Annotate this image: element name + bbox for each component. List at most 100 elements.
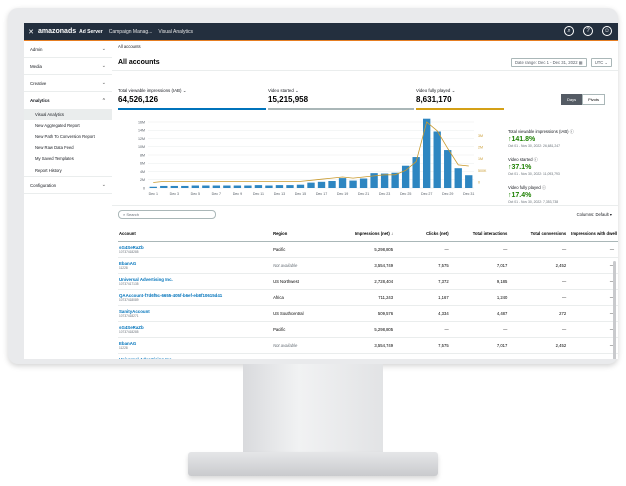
info-icon[interactable]: ⓘ	[541, 185, 547, 190]
breadcrumb[interactable]: All accounts	[118, 44, 141, 49]
bar[interactable]	[212, 185, 221, 188]
col-conversions[interactable]: Total conversions	[511, 225, 571, 242]
toggle-pivots[interactable]: Pivots	[582, 94, 606, 105]
sidebar-sub-aggregated-report[interactable]: New Aggregated Report	[35, 123, 80, 128]
help-icon[interactable]: ?	[583, 26, 593, 36]
col-region[interactable]: Region	[272, 225, 331, 242]
bar[interactable]	[244, 185, 252, 188]
nav-crumb-campaign[interactable]: Campaign Manag...	[108, 28, 153, 35]
sidebar-item-analytics[interactable]: Analytics ⌃	[24, 92, 112, 109]
bar[interactable]	[233, 185, 242, 188]
bar[interactable]	[223, 185, 231, 188]
col-interactions[interactable]: Total interactions	[452, 225, 512, 242]
bar[interactable]	[401, 165, 410, 188]
toggle-days[interactable]: Days	[561, 94, 583, 105]
col-clicks[interactable]: Clicks (net)	[397, 225, 453, 242]
stat-video-fully-played: Video fully played ⓘ ↑17.4% Oct 01 - Nov…	[508, 185, 618, 204]
cell-interactions: —	[452, 241, 512, 258]
bar[interactable]	[160, 185, 168, 188]
account-link[interactable]: sG4SeRaZb	[119, 245, 144, 250]
x-tick-label: Dec 15	[295, 192, 306, 196]
account-link[interactable]: QAAccount-f7d6f5c-6655-405f-b6ef-eb8f106…	[119, 293, 223, 298]
table-row[interactable]: sG4SeRaZb 10737418285 Pacific 5,298,805— — — —	[118, 321, 618, 338]
account-link[interactable]: sG4SeRaZb	[119, 325, 144, 330]
cell-clicks: 7,575	[397, 337, 453, 354]
cell-impressions: 5,298,805	[330, 241, 398, 258]
bar[interactable]	[265, 185, 273, 188]
bar[interactable]	[181, 185, 189, 188]
bar[interactable]	[296, 184, 305, 188]
account-link[interactable]: EbanAG	[119, 261, 137, 266]
search-icon[interactable]: ⌕	[564, 26, 574, 36]
sidebar-item-media[interactable]: Media ⌄	[24, 58, 112, 75]
table-row[interactable]: QAAccount-f7d6f5c-6655-405f-b6ef-eb8f106…	[118, 289, 618, 306]
bar[interactable]	[380, 173, 389, 188]
sidebar-sub-report-history[interactable]: Report History	[24, 164, 112, 177]
bar[interactable]	[465, 175, 473, 188]
sidebar-sub-visual-analytics[interactable]: Visual Analytics	[24, 109, 112, 120]
bar[interactable]	[317, 181, 326, 188]
account-id: 10737417135	[119, 282, 139, 286]
bar[interactable]	[370, 173, 378, 188]
account-link[interactable]: EbanAG	[119, 341, 137, 346]
table-row[interactable]: EbanAG 11228 Not available 3,554,749 7,575 7,…	[118, 337, 618, 354]
bar[interactable]	[391, 172, 399, 188]
stat-pct: 17.4%	[511, 192, 532, 199]
sidebar-sub-raw-data-feed[interactable]: New Raw Data Feed	[35, 145, 74, 150]
scrollbar[interactable]	[613, 261, 616, 359]
bar[interactable]	[433, 131, 441, 188]
bar[interactable]	[412, 157, 420, 188]
table-row[interactable]: EbanAG 11228 Not available 3,554,749 7,575 7,…	[118, 257, 618, 274]
sidebar-item-creative[interactable]: Creative ⌄	[24, 75, 112, 92]
col-account[interactable]: Account	[118, 225, 273, 242]
cell-impressions: 5,298,805	[330, 321, 398, 338]
arrow-up-icon: ↑	[508, 192, 512, 199]
bar[interactable]	[254, 185, 263, 188]
sidebar-item-admin[interactable]: Admin ⌄	[24, 41, 112, 58]
info-icon[interactable]: ⓘ	[569, 129, 574, 134]
metric-tab-impressions[interactable]: Total viewable impressions (IAB) ⌄ 64,52…	[118, 88, 268, 110]
date-range-picker[interactable]: Date range: Dec 1 - Dec 31, 2022 ▦	[510, 57, 587, 67]
bar[interactable]	[286, 185, 294, 188]
bar[interactable]	[328, 180, 336, 188]
timezone-select[interactable]: UTC ⌄	[590, 57, 612, 67]
bar[interactable]	[349, 180, 357, 188]
bar[interactable]	[422, 118, 431, 188]
table-row[interactable]: sG4SeRaZb 10737418285 Pacific 5,298,805— — — —	[118, 241, 618, 258]
settings-icon[interactable]: ☺	[602, 26, 612, 36]
bar[interactable]	[307, 182, 315, 188]
bar[interactable]	[170, 185, 178, 188]
account-link[interactable]: Universal Advertising Inc.	[119, 357, 271, 359]
account-id: 10737418285	[119, 250, 139, 254]
close-icon[interactable]: ✕	[28, 28, 34, 36]
col-dwell[interactable]: Impressions with dwell	[570, 225, 618, 242]
metric-tab-video-fully-played[interactable]: Video fully played ⌄ 8,631,170	[416, 88, 566, 110]
bar[interactable]	[444, 150, 452, 188]
table-row[interactable]: SanityAccount 10737418271 US Southcentral 5…	[118, 305, 618, 322]
bar[interactable]	[454, 168, 462, 188]
account-link[interactable]: SanityAccount	[119, 309, 150, 314]
bar[interactable]	[338, 178, 347, 188]
sidebar-item-configuration[interactable]: Configuration ⌄	[24, 177, 112, 194]
metric-label: Video fully played	[416, 88, 451, 93]
cell-dwell: —	[570, 257, 618, 274]
table-row[interactable]: Universal Advertising Inc.10737417135US …	[118, 353, 618, 359]
product-name: Ad Server	[79, 28, 103, 35]
bar[interactable]	[275, 185, 284, 188]
columns-select[interactable]: Columns: Default ▾	[577, 212, 612, 217]
metric-tab-video-started[interactable]: Video started ⌄ 15,215,958	[268, 88, 416, 110]
bar[interactable]	[149, 186, 157, 188]
bar[interactable]	[191, 185, 200, 188]
sort-down-icon: ↓	[390, 230, 394, 236]
bar[interactable]	[359, 178, 368, 188]
account-link[interactable]: Universal Advertising Inc.	[119, 277, 173, 282]
sidebar-sub-saved-templates[interactable]: My Saved Templates	[35, 156, 74, 161]
search-input[interactable]: ⌕ Search	[118, 210, 216, 219]
info-icon[interactable]: ⓘ	[533, 157, 538, 162]
col-impressions[interactable]: Impressions (net) ↓	[330, 225, 398, 242]
accent-line	[24, 40, 618, 41]
nav-crumb-visual-analytics[interactable]: Visual Analytics	[158, 28, 194, 35]
bar[interactable]	[202, 185, 210, 188]
sidebar-sub-path-to-conversion[interactable]: New Path To Conversion Report	[35, 134, 95, 139]
